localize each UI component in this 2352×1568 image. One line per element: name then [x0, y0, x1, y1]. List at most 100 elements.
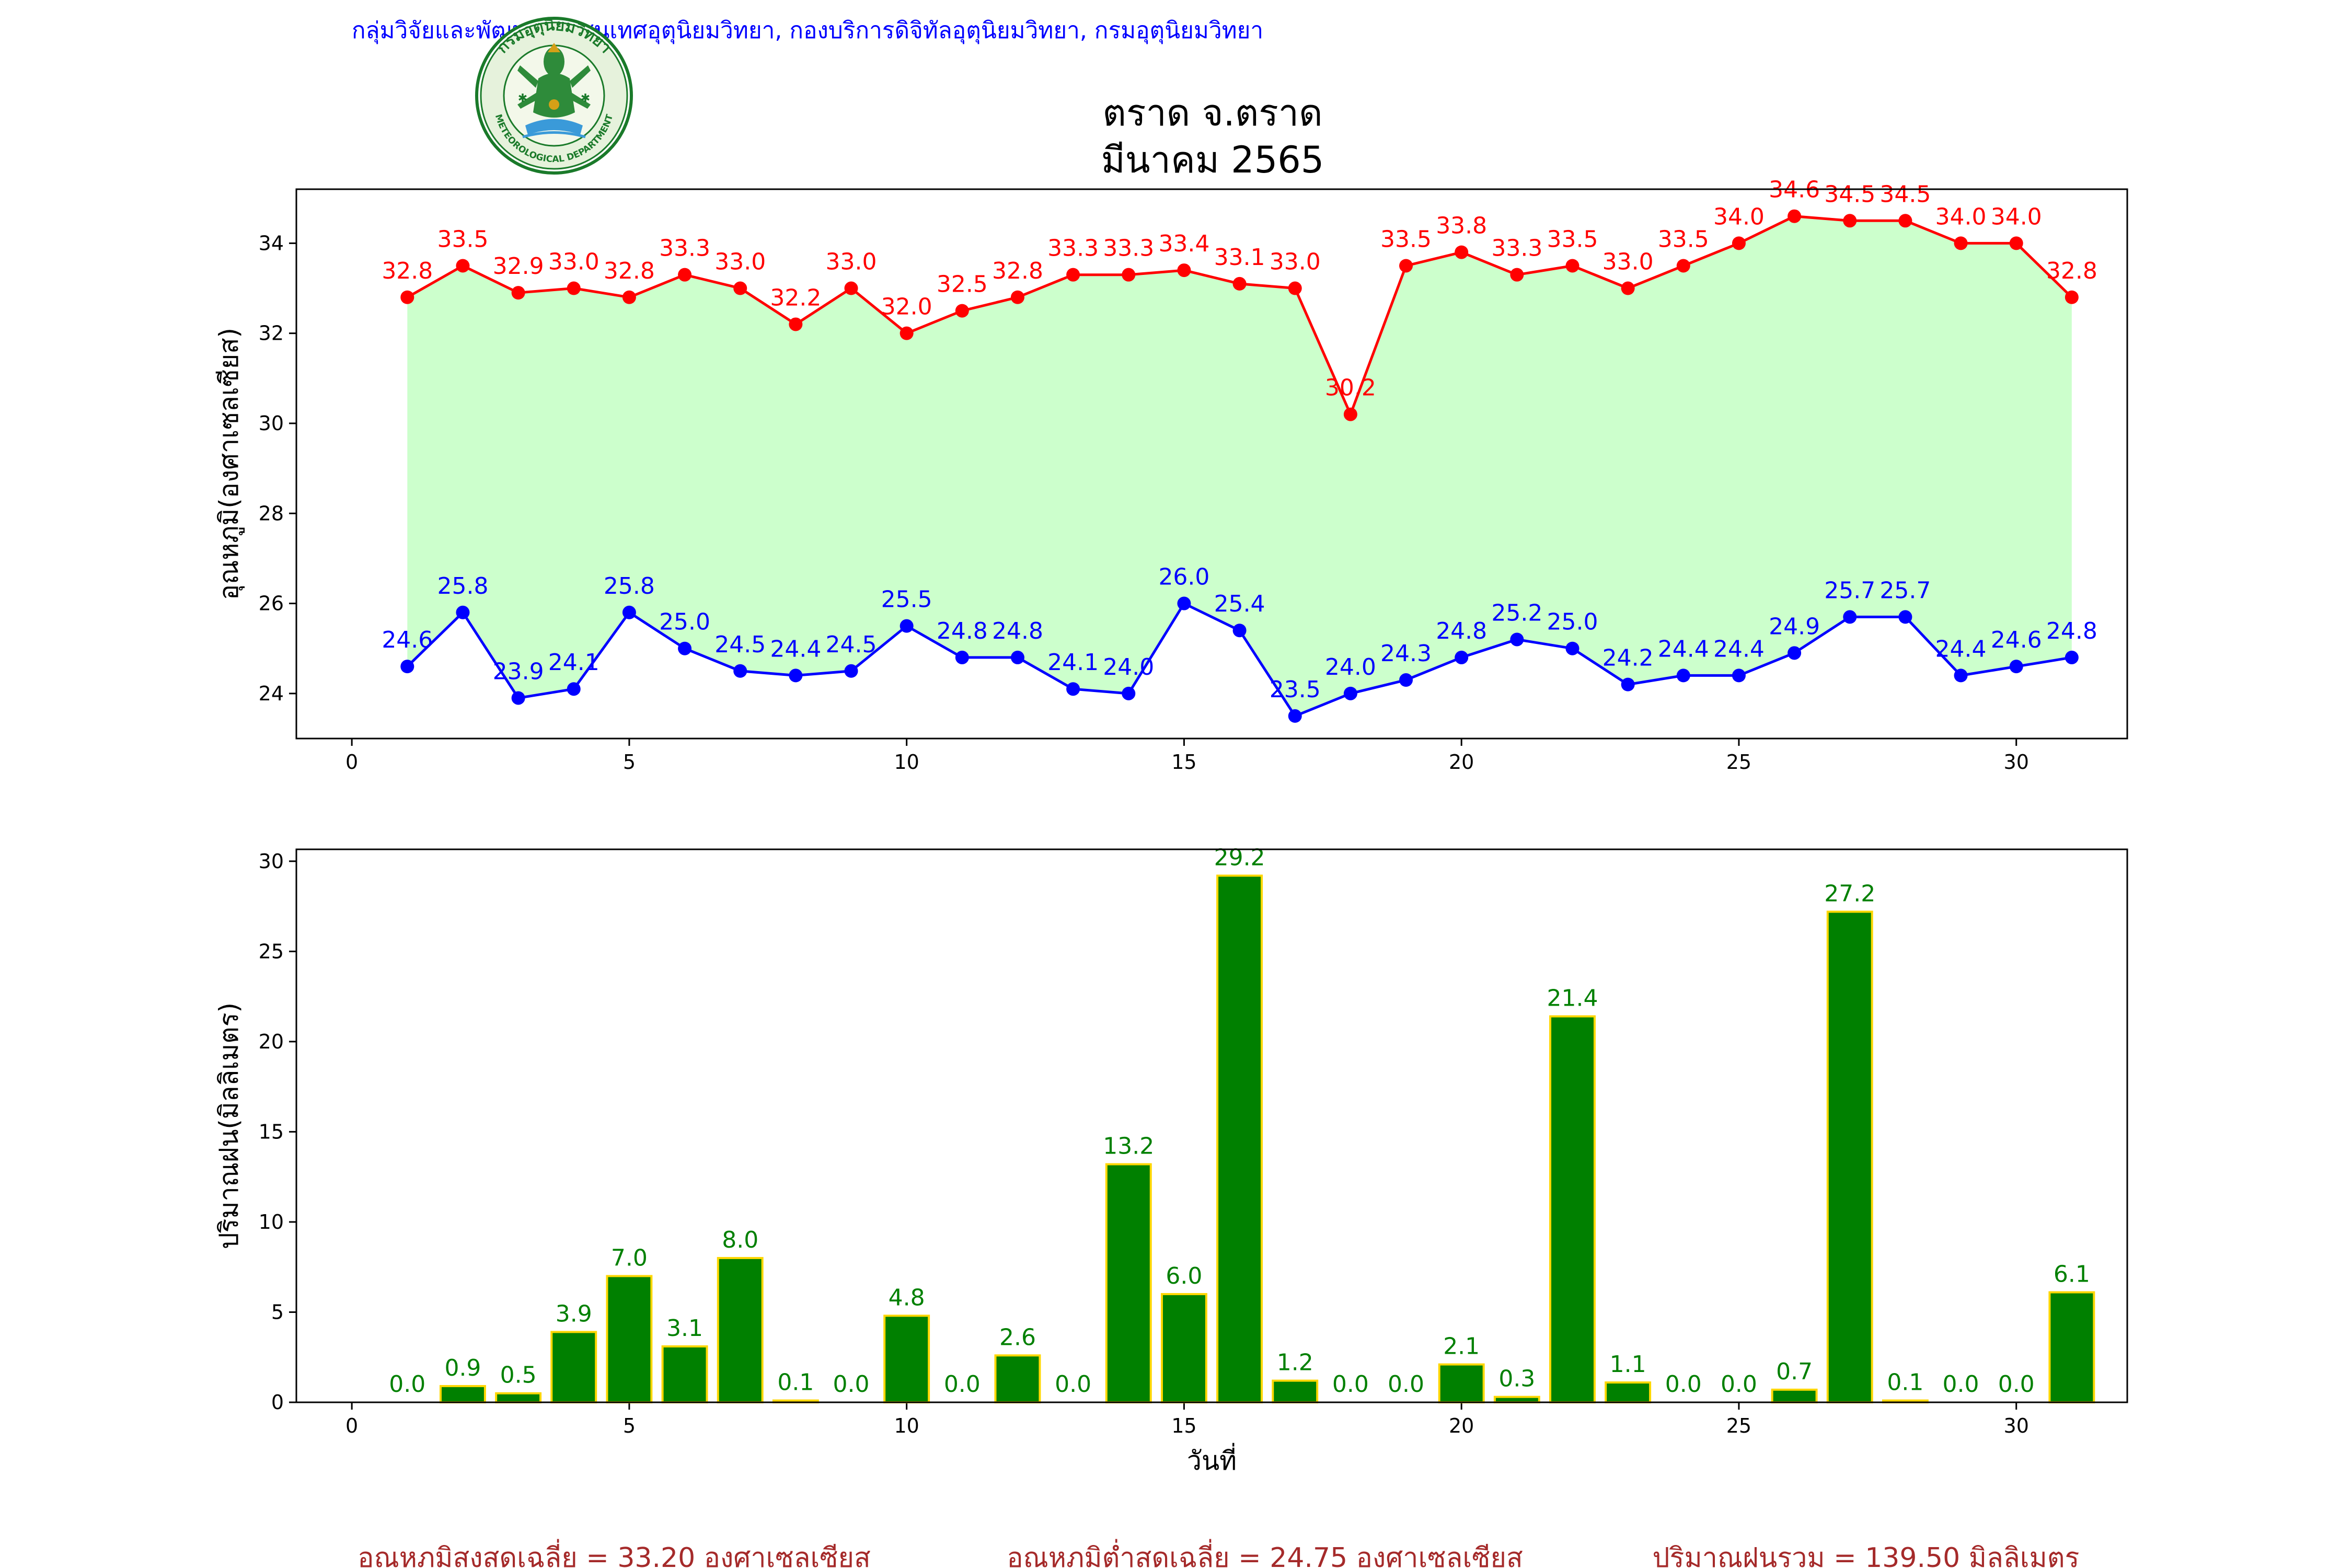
tmax-data-label: 33.0 — [548, 249, 599, 275]
tmax-data-label: 33.4 — [1158, 230, 1209, 257]
temp-x-tick-label: 5 — [623, 751, 636, 774]
rain-y-axis-label: ปริมาณฝน(มิลลิเมตร) — [214, 1002, 244, 1249]
tmax-point — [400, 290, 414, 304]
tmax-data-label: 33.5 — [1547, 226, 1598, 252]
tmin-data-label: 25.8 — [604, 573, 655, 599]
tmax-data-label: 32.2 — [770, 284, 821, 311]
tmin-point — [400, 660, 414, 674]
temp-y-axis-label: อุณหภูมิ(องศาเซลเซียส) — [214, 328, 245, 600]
rain-data-label: 0.1 — [1887, 1369, 1923, 1396]
tmax-data-label: 34.5 — [1880, 181, 1931, 207]
rain-y-tick-label: 20 — [259, 1030, 284, 1053]
rain-x-tick-label: 15 — [1171, 1414, 1196, 1437]
rain-data-label: 4.8 — [889, 1284, 925, 1311]
tmin-data-label: 25.7 — [1880, 577, 1931, 604]
tmax-point — [1343, 407, 1357, 421]
rain-data-label: 0.0 — [944, 1371, 981, 1398]
tmin-data-label: 24.1 — [1047, 649, 1099, 676]
tmax-data-label: 32.8 — [382, 258, 433, 284]
tmax-data-label: 33.3 — [1103, 235, 1154, 262]
tmin-point — [1676, 668, 1690, 683]
tmax-data-label: 33.5 — [1658, 226, 1709, 252]
tmax-point — [789, 317, 803, 331]
temp-x-tick-label: 25 — [1726, 751, 1751, 774]
rain-data-label: 0.0 — [1721, 1371, 1757, 1398]
tmin-data-label: 25.8 — [437, 573, 488, 599]
rain-data-label: 6.0 — [1166, 1263, 1202, 1289]
tmax-point — [622, 290, 636, 304]
tmin-data-label: 25.4 — [1214, 591, 1265, 617]
tmin-point — [1066, 682, 1080, 696]
rain-bar — [439, 1385, 486, 1404]
rain-data-label: 21.4 — [1547, 985, 1598, 1012]
temp-frame — [295, 188, 2128, 740]
tmin-point — [1010, 650, 1024, 664]
tmin-point — [789, 668, 803, 683]
rain-data-label: 2.1 — [1443, 1333, 1480, 1360]
tmin-point — [1399, 673, 1413, 687]
tmin-data-label: 24.8 — [937, 618, 988, 644]
rain-data-label: 0.7 — [1776, 1358, 1813, 1385]
tmax-data-label: 33.3 — [1491, 235, 1542, 262]
tmax-data-label: 33.3 — [659, 235, 710, 262]
rain-data-label: 0.1 — [777, 1369, 814, 1396]
svg-text:✱: ✱ — [581, 92, 590, 105]
rain-data-label: 0.0 — [1388, 1371, 1424, 1398]
svg-text:✱: ✱ — [518, 92, 527, 105]
tmax-data-label: 32.8 — [2046, 258, 2097, 284]
rain-data-label: 0.0 — [1998, 1371, 2035, 1398]
tmin-data-label: 24.1 — [548, 649, 599, 676]
rain-y-tick-label: 30 — [259, 850, 284, 873]
tmax-data-label: 34.0 — [1935, 203, 1987, 230]
tmin-point — [1122, 686, 1136, 700]
chart-title-line-1: ตราด จ.ตราด — [1102, 91, 1322, 134]
tmax-point — [1676, 259, 1690, 273]
rain-data-label: 29.2 — [1214, 844, 1265, 871]
temp-x-tick-label: 15 — [1171, 751, 1196, 774]
tmax-point — [1510, 268, 1524, 282]
tmin-data-label: 25.0 — [659, 609, 710, 636]
tmin-data-label: 25.5 — [881, 586, 932, 613]
tmax-data-label: 34.5 — [1824, 181, 1875, 207]
tmax-point — [1010, 290, 1024, 304]
tmin-data-label: 24.5 — [714, 631, 766, 658]
rain-bar — [994, 1354, 1041, 1404]
footer-avg-min: อุณหภูมิต่ำสุดเฉลี่ย = 24.75 องศาเซลเซีย… — [1007, 1539, 1523, 1568]
tmax-data-label: 34.0 — [1713, 203, 1765, 230]
rain-data-label: 0.0 — [1665, 1371, 1702, 1398]
tmax-data-label: 33.0 — [1270, 249, 1321, 275]
temp-y-tick-label: 34 — [259, 232, 284, 255]
tmin-point — [844, 664, 858, 678]
rain-bar — [717, 1256, 764, 1403]
temp-x-tick-label: 0 — [345, 751, 358, 774]
rain-data-label: 27.2 — [1824, 880, 1875, 907]
rain-y-tick-label: 15 — [259, 1120, 284, 1143]
tmin-point — [1288, 709, 1302, 723]
tmax-data-label: 32.5 — [937, 271, 988, 298]
rain-data-label: 7.0 — [611, 1244, 648, 1271]
rainfall-panel: 0 5 10 15 20 25 30 0 5 10 15 20 25 30 0.0 0.9 0.5 3.9 7.0 3… — [214, 844, 2128, 1476]
rain-data-label: 0.0 — [833, 1371, 870, 1398]
rain-data-label: 2.6 — [999, 1324, 1036, 1351]
tmin-point — [955, 650, 969, 664]
temp-y-tick-label: 32 — [259, 322, 284, 345]
tmax-point — [1788, 209, 1802, 223]
tmax-data-label: 33.0 — [826, 249, 877, 275]
rain-y-tick-label: 5 — [271, 1300, 284, 1323]
rain-bar — [1826, 910, 1873, 1404]
tmin-data-label: 24.8 — [1436, 618, 1487, 644]
tmin-point — [2065, 650, 2079, 664]
tmin-data-label: 24.4 — [1658, 636, 1709, 662]
tmax-point — [1399, 259, 1413, 273]
tmax-data-label: 33.0 — [1602, 249, 1654, 275]
rain-bar — [1105, 1163, 1152, 1403]
tmin-point — [1954, 668, 1968, 683]
tmin-point — [2009, 660, 2023, 674]
tmax-point — [1732, 236, 1746, 250]
tmin-data-label: 23.9 — [493, 658, 544, 685]
tmin-data-label: 24.6 — [1991, 627, 2042, 653]
tmin-point — [1232, 624, 1247, 638]
tmin-point — [900, 619, 914, 633]
rain-data-label: 0.0 — [1943, 1371, 1979, 1398]
tmin-data-label: 24.3 — [1380, 640, 1432, 667]
